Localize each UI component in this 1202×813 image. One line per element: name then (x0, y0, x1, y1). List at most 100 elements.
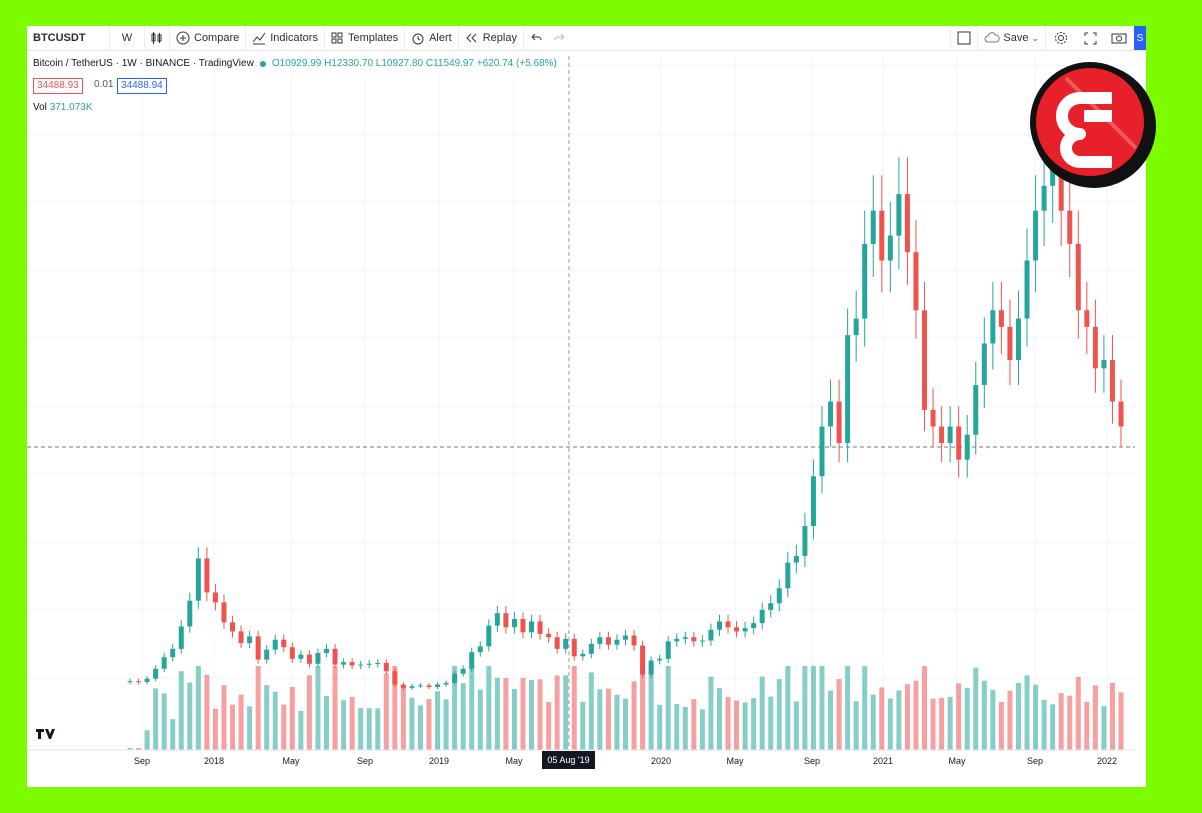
candle-body (358, 664, 364, 666)
candle-body (768, 603, 774, 610)
buy-price-button[interactable]: 34488.94 (117, 78, 167, 94)
redo-button[interactable] (548, 26, 572, 50)
candle-body (136, 681, 142, 683)
chart-type-button[interactable] (145, 26, 170, 50)
candle-body (298, 654, 304, 659)
volume-bar (212, 708, 218, 750)
gear-icon (1055, 32, 1067, 44)
candle-body (793, 555, 799, 563)
interval-button[interactable]: W (110, 26, 145, 50)
volume-bar (1058, 693, 1064, 750)
fullscreen-button[interactable] (1076, 29, 1104, 47)
replay-label: Replay (482, 32, 517, 44)
candle-body (486, 625, 492, 647)
candle-body (494, 613, 500, 626)
volume-bar (742, 702, 748, 750)
volume-bar (623, 698, 628, 750)
volume-bar (776, 679, 782, 750)
volume-bar (990, 689, 996, 750)
undo-button[interactable] (524, 26, 548, 50)
volume-bar (939, 697, 945, 750)
volume-bar (913, 680, 919, 750)
volume-bar (520, 678, 526, 750)
compare-label: Compare (194, 32, 240, 44)
candle-body (511, 618, 517, 628)
settings-button[interactable] (1046, 29, 1076, 47)
candle-body (776, 588, 782, 604)
volume-bar (691, 699, 697, 750)
replay-button[interactable]: Replay (459, 26, 524, 50)
x-tick-label: 2019 (429, 756, 449, 766)
candle-body (588, 643, 594, 654)
volume-bar (477, 689, 483, 750)
volume-bar (922, 666, 928, 750)
templates-button[interactable]: Templates (325, 26, 406, 50)
square-icon (957, 31, 971, 45)
volume-bar (1050, 704, 1056, 750)
volume-bar (640, 666, 646, 750)
alert-label: Alert (429, 32, 452, 44)
volume-bar (341, 700, 347, 750)
layout-button[interactable] (950, 29, 977, 47)
candle-body (956, 426, 962, 460)
snapshot-button[interactable] (1104, 29, 1134, 47)
save-button[interactable]: Save ⌄ (977, 26, 1046, 50)
x-tick-label: May (282, 756, 300, 766)
volume-bar (221, 685, 227, 750)
candle-body (716, 621, 722, 630)
candle-body (623, 635, 628, 640)
volume-bar (1118, 692, 1124, 750)
volume-bar (1084, 701, 1090, 750)
volume-bar (605, 688, 611, 750)
volume-value: 371.073K (49, 102, 93, 113)
volume-bar (870, 694, 876, 750)
volume-bar (195, 666, 201, 750)
x-tick-label: Sep (804, 756, 820, 766)
candle-body (862, 243, 868, 319)
candle-body (1024, 260, 1030, 319)
volume-bar (768, 696, 774, 750)
volume-bar (417, 705, 423, 750)
volume-label: Vol (33, 102, 47, 113)
tradingview-logo-icon[interactable] (35, 726, 55, 743)
volume-bar (819, 666, 825, 750)
candle-body (571, 638, 577, 657)
series-legend: Bitcoin / TetherUS · 1W · BINANCE · Trad… (33, 58, 557, 69)
candle-body (674, 638, 680, 642)
candle-body (964, 434, 970, 460)
candle-body (460, 668, 466, 674)
volume-bar (699, 709, 705, 750)
volume-bar (682, 706, 688, 750)
symbol-search-button[interactable]: BTCUSDT (27, 26, 110, 50)
candle-body (1007, 326, 1013, 361)
candle-body (887, 235, 893, 261)
x-tick-label: May (505, 756, 523, 766)
brand-logo-icon (1030, 62, 1156, 188)
alert-button[interactable]: Alert (405, 26, 459, 50)
volume-bar (580, 701, 586, 750)
compare-button[interactable]: Compare (170, 26, 247, 50)
candle-body (161, 657, 167, 669)
volume-bar (1041, 699, 1047, 750)
volume-bar (759, 676, 765, 750)
volume-bar (1109, 682, 1115, 750)
price-chart[interactable]: Sep 2018 May Sep 2019 May 2020 May Sep 2021 May Sep… (27, 26, 1146, 787)
candle-body (341, 662, 347, 665)
candle-body (1092, 326, 1098, 369)
x-tick-label: May (948, 756, 966, 766)
candle-body (289, 647, 295, 659)
volume-bar (375, 708, 381, 750)
indicators-button[interactable]: Indicators (246, 26, 325, 50)
sell-price-button[interactable]: 34488.93 (33, 78, 83, 94)
volume-bar (964, 687, 970, 750)
volume-bar (956, 683, 962, 750)
x-tick-label: Sep (134, 756, 150, 766)
publish-button[interactable]: S (1134, 26, 1146, 50)
candle-body (375, 662, 381, 664)
candle-body (640, 645, 646, 675)
volume-bar (281, 704, 287, 750)
candle-body (853, 318, 859, 336)
volume-bar (674, 703, 680, 750)
volume-bar (537, 679, 543, 750)
candle-body (657, 658, 663, 661)
